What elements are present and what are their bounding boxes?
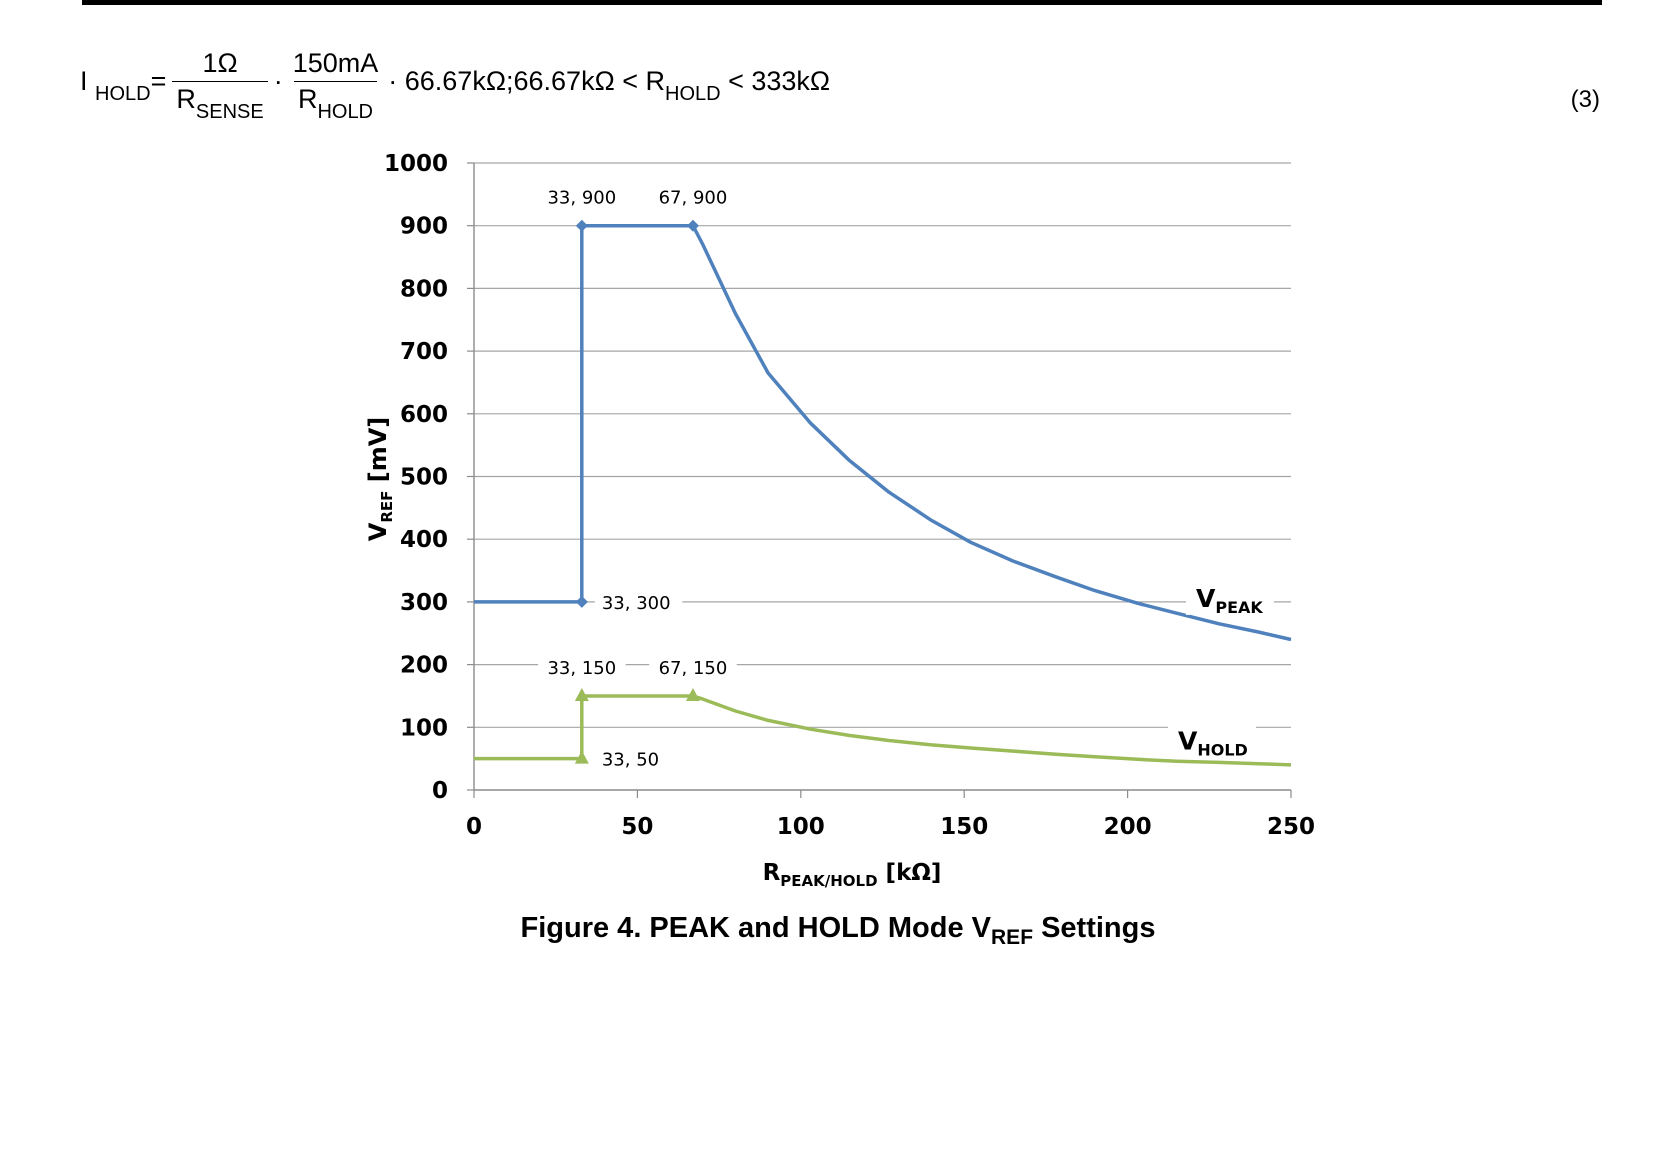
y-tick-label-500: 500: [400, 465, 448, 491]
y-tick-labels: 0 100 200 300 400 500 600 700 800 900 1000: [384, 151, 448, 804]
eq-lhs-sub: HOLD: [95, 82, 151, 105]
marker-hold-1: [574, 687, 589, 701]
y-tick-label-1000: 1000: [384, 151, 448, 177]
x-tick-label-50: 50: [621, 814, 653, 840]
annotation-1: 67, 900: [659, 188, 728, 209]
x-tick-label-150: 150: [940, 814, 988, 840]
chart-grid: [474, 162, 1291, 728]
equation-row: I HOLD= 1Ω RSENSE · 150mA RHOLD · 66.67k…: [80, 36, 830, 126]
equation-number: (3): [1570, 86, 1600, 113]
series-label-hold: VHOLD: [1178, 726, 1248, 759]
marker-peak-1: [575, 219, 588, 232]
series-label-peak: VPEAK: [1196, 584, 1263, 617]
y-tick-label-100: 100: [400, 715, 448, 741]
annotation-bg-0: [538, 185, 626, 210]
y-tick-label-600: 600: [400, 402, 448, 428]
annotation-5: 33, 50: [602, 750, 659, 771]
annotation-4: 67, 150: [659, 658, 728, 679]
annotation-2: 33, 300: [602, 593, 671, 614]
x-tick-label-200: 200: [1104, 814, 1152, 840]
eq-fraction-1: 1Ω RSENSE: [172, 47, 268, 123]
series-label-bg-1: [1168, 725, 1256, 758]
annotation-3: 33, 150: [547, 658, 616, 679]
marker-hold-2: [685, 687, 700, 701]
annotation-bg-2: [594, 590, 683, 615]
vref-chart: 0 100 200 300 400 500 600 700 800 900 1000 0 50 100 1…: [364, 151, 1315, 890]
eq-frac2-num: 150mA: [292, 47, 379, 78]
eq-fraction-2: 150mA RHOLD: [289, 47, 383, 123]
series-line-peak: [474, 223, 1292, 642]
y-tick-label-300: 300: [400, 590, 448, 616]
y-tick-label-700: 700: [400, 339, 448, 365]
marker-peak-2: [686, 219, 699, 232]
annotation-bg-4: [649, 655, 737, 680]
top-rule: [82, 0, 1602, 5]
x-tick-label-100: 100: [777, 814, 825, 840]
y-tick-label-800: 800: [400, 276, 448, 302]
x-tick-label-250: 250: [1267, 814, 1315, 840]
marker-peak-0: [575, 595, 588, 608]
figure-caption: Figure 4. PEAK and HOLD Mode VREF Settin…: [520, 912, 1156, 949]
eq-frac1-den: RSENSE: [172, 80, 268, 123]
equation: I HOLD= 1Ω RSENSE · 150mA RHOLD · 66.67k…: [80, 36, 1600, 126]
series-labels: VPEAK VHOLD: [1168, 582, 1274, 759]
eq-tail: · 66.67kΩ;66.67kΩ < RHOLD < 333kΩ: [388, 65, 831, 105]
annotation-0: 33, 900: [547, 188, 616, 209]
x-tick-label-0: 0: [466, 814, 482, 840]
eq-frac1-num: 1Ω: [202, 47, 238, 78]
x-tick-labels: 0 50 100 150 200 250: [466, 814, 1315, 840]
y-tick-label-0: 0: [432, 778, 448, 804]
annotation-bg-1: [649, 185, 737, 210]
y-tick-label-900: 900: [400, 214, 448, 240]
chart-markers: [574, 219, 700, 764]
eq-dot: ·: [273, 65, 283, 96]
annotation-bg-3: [538, 655, 626, 680]
chart-annotations: 33, 900 67, 900 33, 300 33, 150 67, 150 33, 5…: [538, 185, 737, 772]
eq-frac2-den: RHOLD: [293, 80, 378, 123]
y-tick-label-400: 400: [400, 527, 448, 553]
eq-lhs: I HOLD=: [80, 65, 167, 105]
x-axis-label: RPEAK/HOLD [kΩ]: [763, 860, 942, 890]
chart-axes: [467, 162, 1292, 798]
chart-series: [474, 223, 1292, 767]
annotation-bg-5: [594, 747, 672, 772]
marker-hold-0: [574, 750, 589, 764]
y-tick-label-200: 200: [400, 653, 448, 679]
eq-equals: =: [150, 65, 167, 96]
y-axis-label: VREF [mV]: [364, 417, 396, 542]
series-label-bg-0: [1186, 582, 1274, 615]
